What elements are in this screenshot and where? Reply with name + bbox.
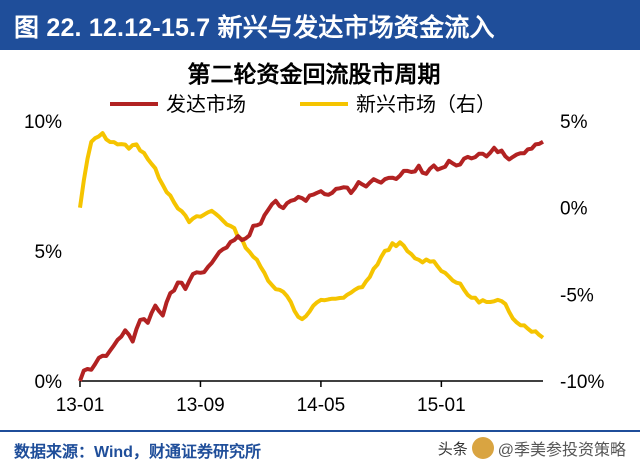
legend: 发达市场 新兴市场（右） [110,93,496,116]
x-tick-label: 13-09 [176,395,225,416]
series-line-developed [78,140,544,382]
avatar-icon [471,437,494,459]
series-line-emerging [78,131,545,340]
source-note: 数据来源：Wind，财通证券研究所 [14,444,261,461]
watermark-account: @季美参投资策略 [497,442,626,459]
y-right-tick-label: -10% [560,372,604,393]
x-tick-label: 15-01 [417,395,466,416]
footer: 数据来源：Wind，财通证券研究所 头条 @季美参投资策略 [0,430,640,470]
chart-title: 第二轮资金回流股市周期 [188,61,441,87]
watermark: 头条 @季美参投资策略 [438,436,626,460]
legend-label-emerging: 新兴市场（右） [356,93,496,116]
y-right-tick-label: 5% [560,112,588,133]
y-right-tick-label: 0% [560,199,588,220]
line-chart: 第二轮资金回流股市周期 发达市场 新兴市场（右） 13-01 13-09 14-05… [24,61,604,416]
figure-title: 图 22. 12.12-15.7 新兴与发达市场资金流入 [14,14,495,42]
x-tick-label: 13-01 [56,395,105,416]
y-left-tick-label: 10% [24,112,62,133]
y-left-tick-label: 5% [35,242,63,263]
y-left-tick-label: 0% [35,372,63,393]
watermark-logo: 头条 [437,440,468,458]
header-banner: 图 22. 12.12-15.7 新兴与发达市场资金流入 [0,0,640,50]
legend-label-developed: 发达市场 [166,93,246,116]
x-tick-label: 14-05 [297,395,346,416]
y-right-tick-label: -5% [560,285,594,306]
